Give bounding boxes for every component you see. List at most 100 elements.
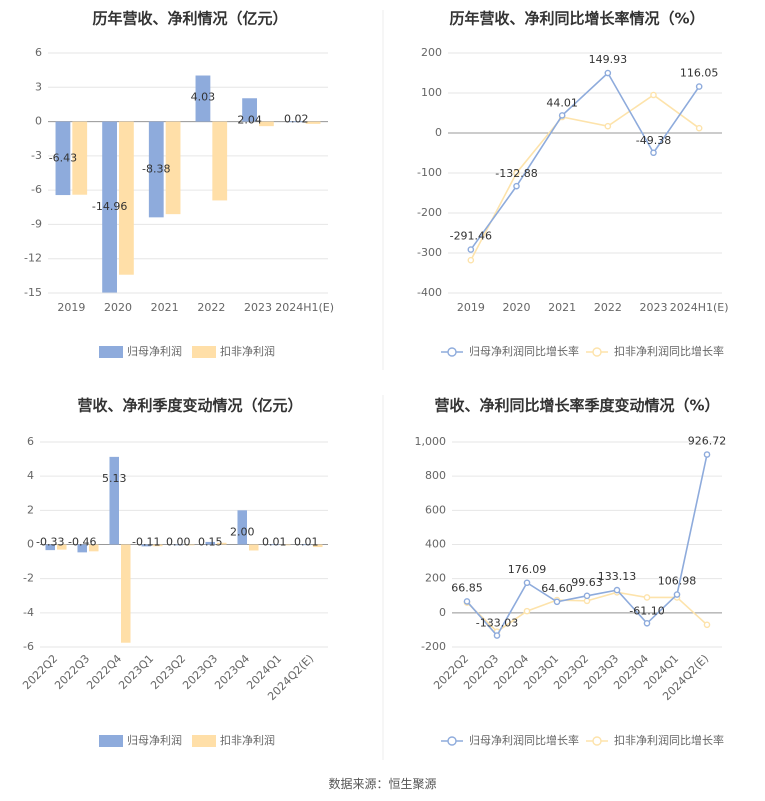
point-parent-growth bbox=[695, 83, 703, 90]
legend-label: 扣非净利润同比增长率 bbox=[614, 344, 724, 358]
x-tick-label: 2021 bbox=[151, 301, 179, 314]
point-deducted-growth bbox=[695, 124, 703, 132]
data-label: -0.46 bbox=[68, 536, 96, 549]
bar-deducted-net-profit bbox=[313, 544, 323, 548]
y-tick-label: 200 bbox=[421, 46, 442, 59]
y-tick-label: 4 bbox=[27, 469, 34, 482]
bar-parent-net-profit bbox=[237, 510, 247, 545]
x-tick-label: 2022 bbox=[197, 301, 225, 314]
series-line-parent-growth bbox=[466, 454, 708, 637]
point-deducted-growth bbox=[523, 607, 531, 615]
x-tick-label: 2020 bbox=[503, 301, 531, 314]
y-tick-label: -3 bbox=[31, 149, 42, 162]
data-label: 116.05 bbox=[680, 67, 719, 80]
x-tick-label: 2022 bbox=[594, 301, 622, 314]
data-label: -0.11 bbox=[132, 536, 160, 549]
legend-swatch bbox=[192, 346, 216, 358]
y-tick-label: -200 bbox=[417, 206, 442, 219]
data-label: 66.85 bbox=[451, 581, 483, 594]
chart-title: 历年营收、净利同比增长率情况（%） bbox=[449, 10, 704, 28]
bar-parent-net-profit bbox=[55, 121, 71, 196]
bar-parent-net-profit bbox=[195, 75, 211, 122]
point-parent-growth bbox=[613, 586, 621, 594]
data-label: 0.01 bbox=[294, 536, 319, 549]
y-tick-label: -100 bbox=[417, 166, 442, 179]
data-label: -133.03 bbox=[476, 617, 518, 630]
y-tick-label: 800 bbox=[425, 469, 446, 482]
legend-label: 归母净利润同比增长率 bbox=[469, 344, 579, 358]
bar-parent-net-profit bbox=[301, 544, 311, 546]
bar-parent-net-profit bbox=[148, 121, 164, 218]
series-line-deducted-growth bbox=[470, 94, 700, 261]
data-label: 106.98 bbox=[658, 575, 697, 588]
bar-parent-net-profit bbox=[77, 544, 87, 553]
bar-deducted-net-profit bbox=[165, 121, 181, 215]
bar-parent-net-profit bbox=[141, 544, 151, 547]
bar-deducted-net-profit bbox=[185, 544, 195, 546]
point-parent-growth bbox=[463, 598, 471, 605]
chart-panel-1: 历年营收、净利情况（亿元） 6 3 0 -3 -6 -9 -12 -15 2019 2020 2021… bbox=[24, 10, 334, 358]
x-tick-label: 2024H1(E) bbox=[670, 301, 729, 314]
y-tick-label: 6 bbox=[27, 435, 34, 448]
chart-panel-3: 营收、净利季度变动情况（亿元）6420-2-4-62022Q22022Q3202… bbox=[20, 397, 328, 747]
bar-parent-net-profit bbox=[242, 98, 257, 122]
data-label: -132.88 bbox=[495, 167, 537, 180]
legend-swatch-marker bbox=[592, 736, 602, 746]
y-tick-label: 0 bbox=[27, 538, 34, 551]
legend-swatch-marker bbox=[447, 736, 457, 746]
chart-title: 营收、净利季度变动情况（亿元） bbox=[77, 397, 302, 415]
x-tick-label: 2019 bbox=[457, 301, 485, 314]
legend-swatch bbox=[192, 735, 216, 747]
y-tick-label: -200 bbox=[421, 640, 446, 653]
y-tick-label: -12 bbox=[24, 252, 42, 265]
data-label: 149.93 bbox=[589, 53, 628, 66]
legend-label: 归母净利润同比增长率 bbox=[469, 733, 579, 747]
bar-deducted-net-profit bbox=[212, 121, 228, 201]
x-tick-label: 2020 bbox=[104, 301, 132, 314]
data-label: 0.00 bbox=[166, 536, 191, 549]
y-tick-label: 600 bbox=[425, 503, 446, 516]
y-tick-label: 0 bbox=[439, 606, 446, 619]
bar-deducted-net-profit bbox=[305, 121, 321, 124]
bar-deducted-net-profit bbox=[249, 544, 259, 551]
bar-parent-net-profit bbox=[109, 456, 119, 545]
legend-label: 扣非净利润 bbox=[220, 344, 275, 358]
bar-deducted-net-profit bbox=[153, 544, 163, 547]
y-tick-label: 2 bbox=[27, 503, 34, 516]
point-parent-growth bbox=[523, 579, 531, 587]
data-label: -14.96 bbox=[92, 200, 127, 213]
point-parent-growth bbox=[604, 69, 612, 77]
data-label: 176.09 bbox=[508, 563, 547, 576]
data-label: -8.38 bbox=[142, 162, 170, 175]
data-label: 5.13 bbox=[102, 472, 127, 485]
bar-parent-net-profit bbox=[205, 541, 215, 545]
legend-label: 归母净利润 bbox=[127, 733, 182, 747]
point-parent-growth bbox=[583, 592, 591, 600]
chart-title: 营收、净利同比增长率季度变动情况（%） bbox=[434, 397, 719, 415]
y-tick-label: -6 bbox=[23, 640, 34, 653]
point-parent-growth bbox=[703, 451, 711, 458]
data-label: 99.63 bbox=[571, 576, 603, 589]
y-tick-label: 0 bbox=[435, 126, 442, 139]
x-tick-label: 2021 bbox=[548, 301, 576, 314]
point-deducted-growth bbox=[703, 621, 711, 629]
chart-panel-4: 营收、净利同比增长率季度变动情况（%） 1,000 800 600 400 200 0 -20… bbox=[415, 397, 727, 748]
y-tick-label: 200 bbox=[425, 572, 446, 585]
bar-deducted-net-profit bbox=[89, 544, 99, 552]
x-tick-label: 2023 bbox=[640, 301, 668, 314]
bar-deducted-net-profit bbox=[57, 544, 67, 550]
data-label: 64.60 bbox=[541, 582, 573, 595]
data-label: 44.01 bbox=[546, 96, 578, 109]
chart-title: 历年营收、净利情况（亿元） bbox=[92, 10, 287, 28]
y-tick-label: 3 bbox=[35, 80, 42, 93]
data-label: -0.33 bbox=[36, 536, 64, 549]
point-parent-growth bbox=[493, 632, 501, 639]
y-tick-label: 0 bbox=[35, 115, 42, 128]
legend-swatch-marker bbox=[447, 347, 457, 357]
data-label: -49.38 bbox=[636, 134, 671, 147]
bar-deducted-net-profit bbox=[119, 121, 134, 275]
point-parent-growth bbox=[558, 112, 566, 119]
y-tick-label: 6 bbox=[35, 46, 42, 59]
data-label: 133.13 bbox=[598, 570, 637, 583]
